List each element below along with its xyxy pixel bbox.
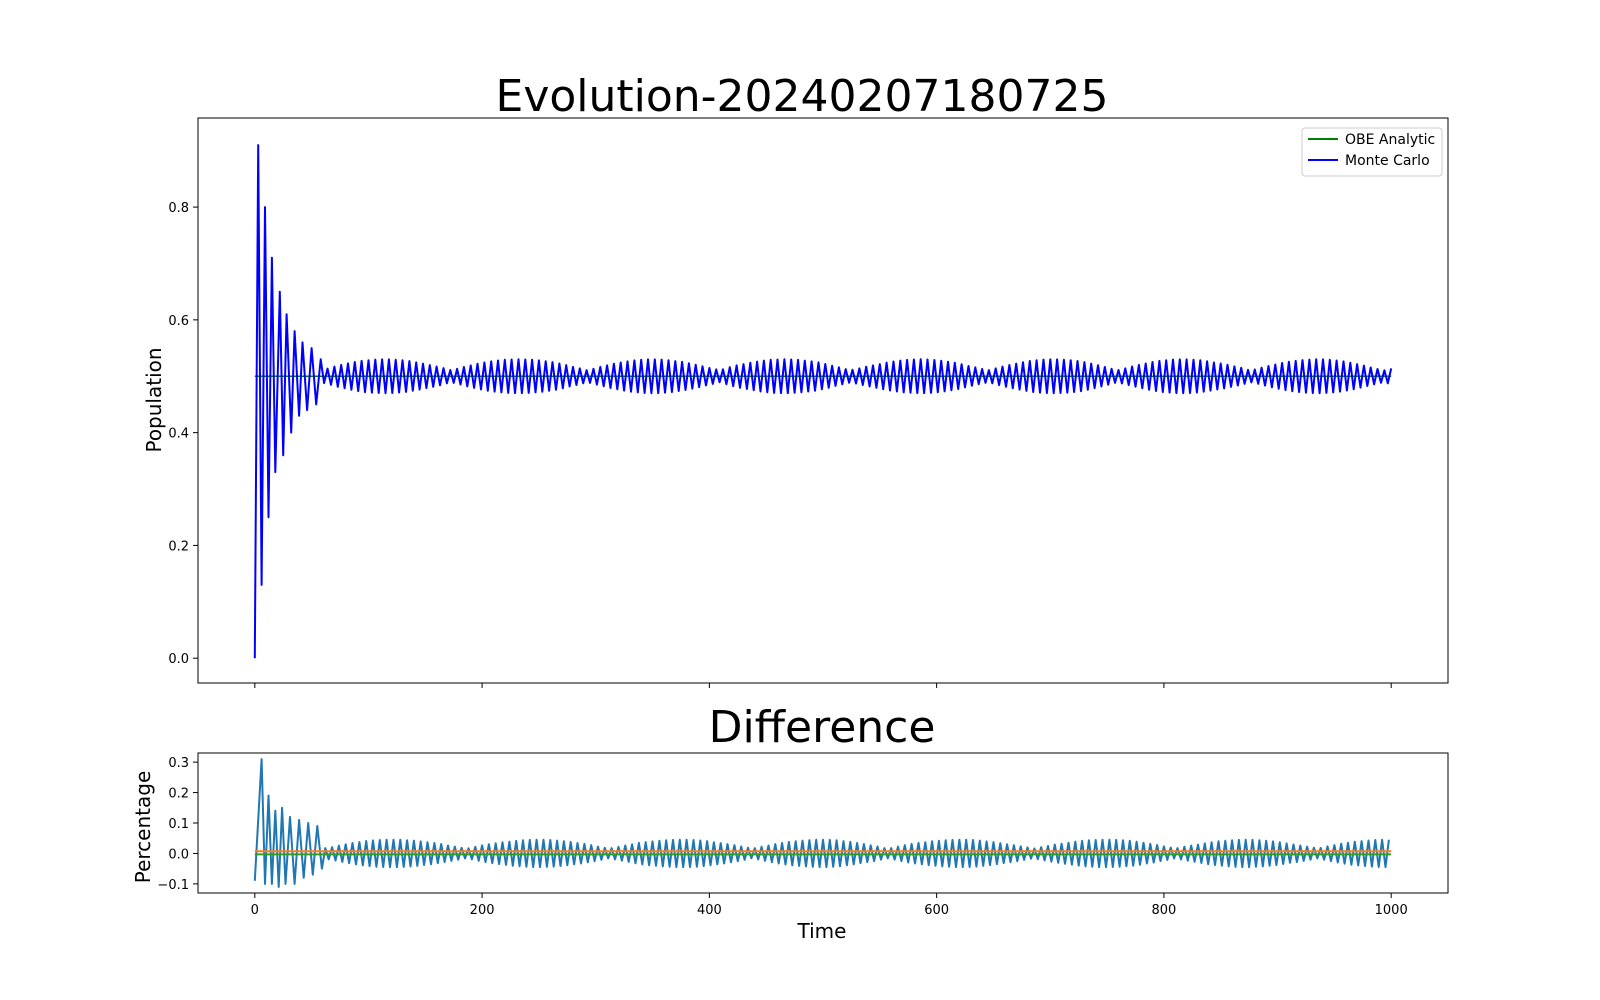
difference-series-group [253,758,1392,888]
population-y-tick-label: 0.4 [168,427,189,442]
difference-x-ticks: 0 200 400 600 800 1000 [251,893,1408,918]
population-series-group [253,144,1393,659]
difference-plot-area [197,752,1449,894]
difference-y-tick-label: 0.3 [168,756,189,771]
series-monte-carlo-line [253,144,1393,659]
population-chart-title: Evolution-20240207180725 [496,71,1109,122]
population-x-ticks [254,683,1392,688]
difference-y-tick-label: 0.2 [168,787,189,802]
difference-x-tick-label: 600 [924,903,949,918]
population-y-axis-label: Population [142,347,166,452]
difference-x-tick-label: 0 [251,903,259,918]
difference-y-axis-label: Percentage [131,771,155,884]
difference-y-tick-label: 0.0 [168,847,189,862]
difference-y-ticks: −0.1 0.0 0.1 0.2 0.3 [157,756,198,893]
difference-y-tick-label: 0.1 [168,817,189,832]
difference-x-tick-label: 200 [470,903,495,918]
population-y-ticks: 0.0 0.2 0.4 0.6 0.8 [168,201,198,667]
population-y-tick-label: 0.8 [168,201,189,216]
difference-x-tick-label: 800 [1151,903,1176,918]
difference-y-tick-label: −0.1 [157,878,189,893]
legend-label-monte-carlo: Monte Carlo [1345,153,1430,169]
population-y-tick-label: 0.6 [168,314,189,329]
population-y-tick-label: 0.2 [168,539,189,554]
difference-panel: Difference −0.1 0.0 0.1 0.2 0.3 0 200 400 600 80… [131,702,1449,943]
difference-chart-title: Difference [709,702,936,753]
population-plot-background [198,118,1448,683]
difference-x-tick-label: 1000 [1375,903,1408,918]
legend-label-obe-analytic: OBE Analytic [1345,132,1435,148]
population-panel: Evolution-20240207180725 0.0 0.2 0.4 0.6 0.8… [142,71,1449,688]
difference-x-tick-label: 400 [697,903,722,918]
difference-x-axis-label: Time [797,919,847,943]
population-plot-area [197,117,1449,684]
legend: OBE Analytic Monte Carlo [1301,127,1443,177]
difference-plot-background [198,753,1448,893]
population-y-tick-label: 0.0 [168,652,189,667]
population-plot-frame [197,117,1449,684]
